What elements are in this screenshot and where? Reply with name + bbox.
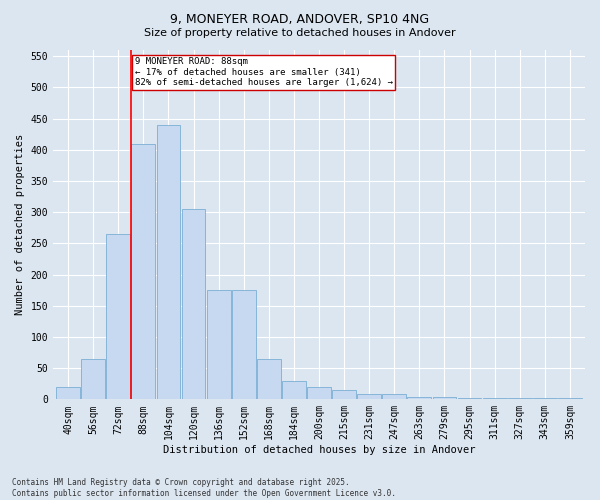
Bar [407, 397, 431, 400]
Bar [232, 290, 256, 400]
Bar [307, 387, 331, 400]
Bar [508, 398, 532, 400]
Y-axis label: Number of detached properties: Number of detached properties [15, 134, 25, 316]
Bar [81, 359, 105, 400]
Text: 9, MONEYER ROAD, ANDOVER, SP10 4NG: 9, MONEYER ROAD, ANDOVER, SP10 4NG [170, 12, 430, 26]
Bar [282, 380, 306, 400]
Bar [558, 398, 582, 400]
Text: Contains HM Land Registry data © Crown copyright and database right 2025.
Contai: Contains HM Land Registry data © Crown c… [12, 478, 396, 498]
Bar [382, 394, 406, 400]
Bar [106, 234, 130, 400]
Bar [458, 398, 481, 400]
Bar [207, 290, 230, 400]
Bar [182, 209, 205, 400]
Bar [533, 398, 557, 400]
Bar [56, 387, 80, 400]
Text: 9 MONEYER ROAD: 88sqm
← 17% of detached houses are smaller (341)
82% of semi-det: 9 MONEYER ROAD: 88sqm ← 17% of detached … [134, 58, 392, 88]
X-axis label: Distribution of detached houses by size in Andover: Distribution of detached houses by size … [163, 445, 475, 455]
Bar [157, 125, 181, 400]
Bar [483, 398, 506, 400]
Bar [357, 394, 381, 400]
Bar [332, 390, 356, 400]
Text: Size of property relative to detached houses in Andover: Size of property relative to detached ho… [144, 28, 456, 38]
Bar [131, 144, 155, 400]
Bar [433, 397, 457, 400]
Bar [257, 359, 281, 400]
